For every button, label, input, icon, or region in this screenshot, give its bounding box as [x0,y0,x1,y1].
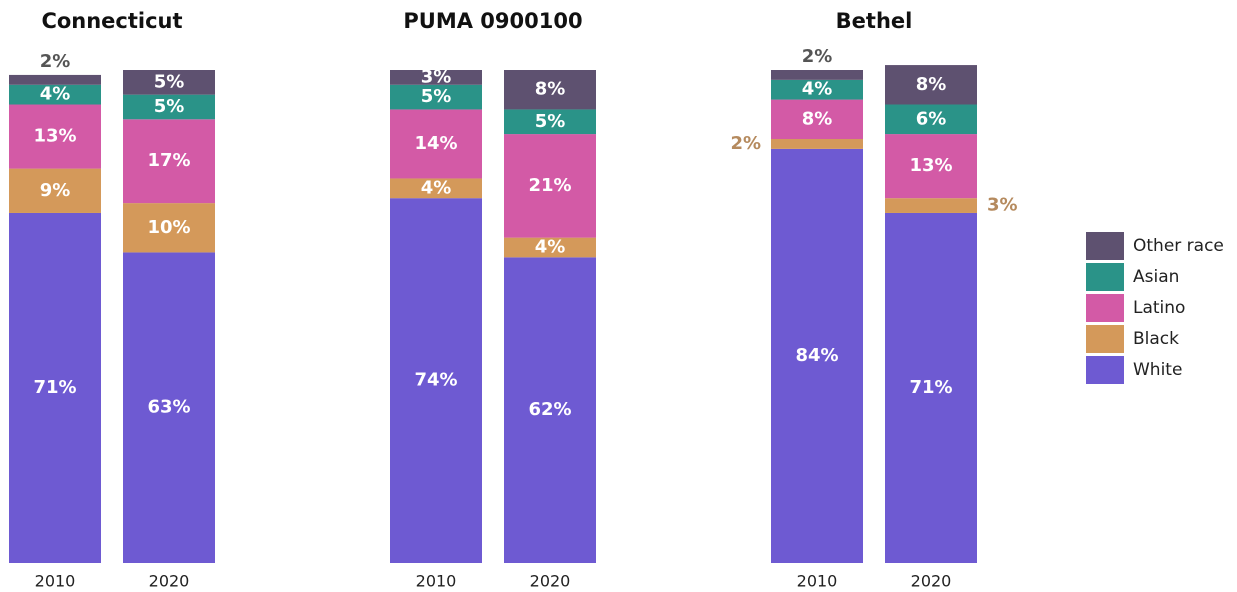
bar-segment [771,70,863,80]
legend-swatch [1086,232,1124,260]
value-label: 5% [154,71,185,92]
bar-segment [390,198,482,563]
value-label: 5% [535,111,566,132]
value-label: 84% [795,345,838,366]
bar-segment [504,237,596,258]
x-tick-label: 2020 [530,572,571,591]
bar-segment [885,212,977,563]
panel-title: Bethel [836,9,913,33]
panel-title: Connecticut [41,9,182,33]
x-tick-label: 2020 [911,572,952,591]
value-label: 62% [528,399,571,420]
x-tick-label: 2020 [149,572,190,591]
bar-segment [390,178,482,199]
value-label: 4% [802,79,833,100]
bar-segment [771,79,863,100]
value-label: 5% [421,86,452,107]
legend-swatch [1086,356,1124,384]
value-label: 13% [33,126,76,147]
value-label: 4% [40,84,71,105]
value-label: 21% [528,175,571,196]
legend-swatch [1086,325,1124,353]
bar-segment [123,94,215,120]
bar-segment [390,70,482,85]
bar-segment [9,212,101,563]
value-label: 13% [909,155,952,176]
bar-segment [885,134,977,199]
legend-label: Other race [1133,236,1224,256]
bar-segment [9,74,101,85]
bar-segment [390,109,482,179]
bar-segment [123,252,215,563]
value-label: 9% [40,180,71,201]
x-tick-label: 2010 [35,572,76,591]
bar-segment [9,168,101,213]
legend-swatch [1086,263,1124,291]
value-label: 17% [147,150,190,171]
value-label: 2% [40,51,71,72]
bar-segment [771,139,863,149]
legend-label: Asian [1133,267,1179,287]
bar-segment [123,119,215,204]
bar-segment [504,134,596,238]
bar-segment [504,109,596,135]
value-label: 4% [421,177,452,198]
value-label: 10% [147,217,190,238]
bar-segment [504,257,596,563]
bar-segment [504,70,596,110]
value-label: 5% [154,96,185,117]
value-label: 63% [147,397,190,418]
bar-segment [771,99,863,140]
value-label: 71% [909,377,952,398]
value-label: 8% [916,74,947,95]
value-label: 4% [535,236,566,257]
bar-segment [885,104,977,135]
value-label: 3% [421,66,452,87]
legend-label: Black [1133,329,1179,349]
x-tick-label: 2010 [416,572,457,591]
legend-label: Latino [1133,298,1185,318]
value-label: 8% [802,108,833,129]
value-label: 74% [414,370,457,391]
value-label: 3% [987,195,1018,216]
value-label: 71% [33,377,76,398]
value-label: 8% [535,79,566,100]
bar-segment [771,148,863,563]
legend-label: White [1133,360,1182,380]
bar-segment [390,84,482,110]
value-label: 14% [414,133,457,154]
bar-segment [9,84,101,105]
value-label: 6% [916,108,947,129]
x-tick-label: 2010 [797,572,838,591]
value-label: 2% [730,133,761,154]
panel-title: PUMA 0900100 [403,9,582,33]
bar-segment [9,104,101,169]
bar-segment [885,198,977,213]
legend-swatch [1086,294,1124,322]
bar-segment [123,203,215,253]
bar-segment [885,65,977,105]
value-label: 2% [802,46,833,67]
bar-segment [123,70,215,95]
